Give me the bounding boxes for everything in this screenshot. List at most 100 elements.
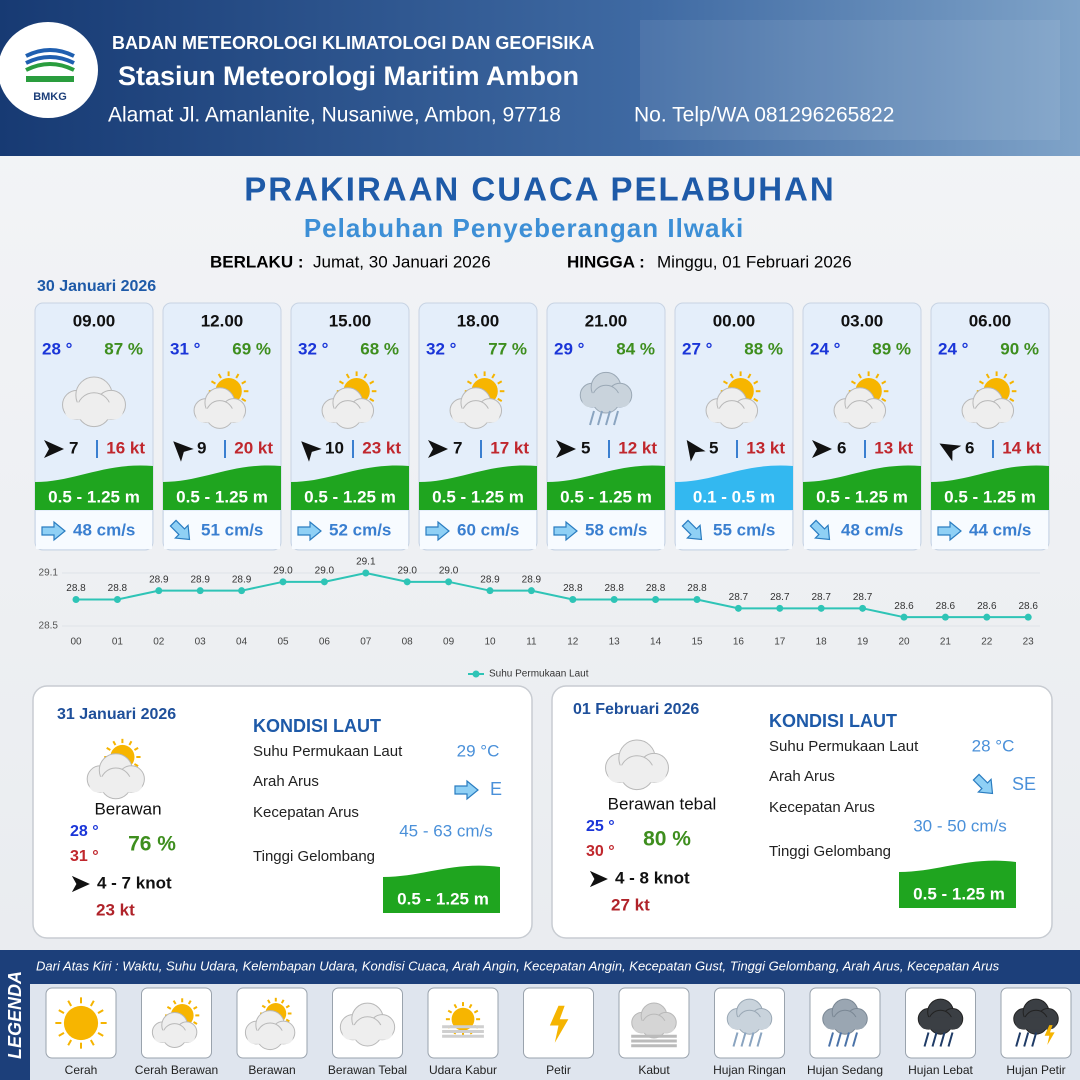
sst-value: 29 °C xyxy=(457,741,500,760)
rain-drop xyxy=(1023,1032,1030,1047)
x-tick-label: 03 xyxy=(195,637,207,648)
logo-backdrop xyxy=(0,22,98,118)
cloud-base xyxy=(824,1017,866,1030)
x-tick-label: 16 xyxy=(733,637,745,648)
sun-ray xyxy=(133,763,139,767)
data-label: 28.6 xyxy=(1018,601,1038,612)
day-humidity: 76 % xyxy=(128,833,176,856)
weather-icon xyxy=(961,371,1017,429)
forecast-time: 18.00 xyxy=(457,311,500,330)
cloud-base xyxy=(728,1017,771,1030)
rain-drop xyxy=(836,1032,842,1047)
sun-ray xyxy=(850,380,856,385)
weather-icon xyxy=(605,739,669,791)
current-arrow xyxy=(681,519,703,541)
day-section: KONDISI LAUT xyxy=(769,711,897,731)
rain-drop xyxy=(931,1032,938,1047)
x-tick-label: 13 xyxy=(609,637,621,648)
sun-ray xyxy=(497,397,503,402)
weather-icon xyxy=(917,998,964,1047)
current-speed: 30 - 50 cm/s xyxy=(913,816,1007,835)
sun-ray xyxy=(753,380,759,385)
sun-ray xyxy=(285,1004,290,1009)
x-tick-label: 20 xyxy=(898,637,910,648)
forecast-wave: 0.5 - 1.25 m xyxy=(176,487,268,506)
point xyxy=(403,578,411,586)
weather-icon xyxy=(631,1002,677,1048)
x-tick-label: 04 xyxy=(236,637,248,648)
valid-from: Jumat, 30 Januari 2026 xyxy=(313,252,491,271)
forecast-wind: 6 xyxy=(837,438,846,457)
forecast-temp: 29 ° xyxy=(554,339,585,358)
weather-icon xyxy=(339,1002,396,1047)
day-wind: 4 - 7 knot xyxy=(97,873,172,892)
sun-ray xyxy=(473,1009,479,1014)
wave-shape xyxy=(675,465,793,510)
x-tick-label: 15 xyxy=(691,637,703,648)
data-label: 28.7 xyxy=(729,592,749,603)
data-label: 28.8 xyxy=(108,583,128,594)
point xyxy=(941,613,949,621)
x-tick-label: 19 xyxy=(857,637,869,648)
point xyxy=(155,587,163,595)
current-arrow xyxy=(297,520,322,542)
legend-item: Hujan Petir xyxy=(1006,1063,1065,1077)
cloud-base xyxy=(1015,1017,1057,1030)
sun-ray xyxy=(128,740,133,746)
forecast-humidity: 88 % xyxy=(744,339,783,358)
sun-ray xyxy=(89,1039,95,1046)
current-direction: SE xyxy=(1012,774,1036,794)
day-temp-max: 31 ° xyxy=(70,848,99,865)
rain-drop xyxy=(923,1032,930,1047)
logo-arc xyxy=(25,62,75,72)
legend-item: Cerah xyxy=(65,1063,98,1077)
logo-arc xyxy=(25,48,75,58)
forecast-wave: 0.5 - 1.25 m xyxy=(944,487,1036,506)
phone: No. Telp/WA 081296265822 xyxy=(634,104,894,127)
rain-drop xyxy=(939,1032,946,1047)
cloud-base xyxy=(836,408,884,423)
sun-ray xyxy=(261,1004,266,1009)
day-temp-min: 25 ° xyxy=(586,818,615,835)
data-label: 28.8 xyxy=(604,583,624,594)
legend-item: Cerah Berawan xyxy=(135,1063,218,1077)
wind-arrow xyxy=(71,875,90,893)
point xyxy=(569,596,577,603)
forecast-gust: 16 kt xyxy=(106,438,145,457)
x-tick-label: 10 xyxy=(484,637,496,648)
cloud-base xyxy=(247,1030,293,1044)
rain-drop xyxy=(605,410,611,426)
weather-icon xyxy=(1013,998,1059,1047)
sst-value: 28 °C xyxy=(972,736,1015,755)
sun-ray xyxy=(285,1018,290,1023)
sun-ray xyxy=(58,1031,65,1037)
forecast-wind: 6 xyxy=(965,438,974,457)
wave-shape xyxy=(547,465,665,510)
forecast-date: 30 Januari 2026 xyxy=(37,278,156,295)
forecast-current: 48 cm/s xyxy=(73,520,135,539)
legend-strip xyxy=(0,950,1080,984)
wave-shape xyxy=(291,465,409,510)
wind-arrow xyxy=(812,440,832,458)
forecast-current: 44 cm/s xyxy=(969,520,1031,539)
data-label: 28.6 xyxy=(894,601,914,612)
row-label: Suhu Permukaan Laut xyxy=(253,743,403,760)
forecast-current: 58 cm/s xyxy=(585,520,647,539)
forecast-current: 55 cm/s xyxy=(713,520,775,539)
station: Stasiun Meteorologi Maritim Ambon xyxy=(118,61,579,91)
data-label: 28.8 xyxy=(687,583,707,594)
weather-icon xyxy=(244,997,296,1051)
sun-ray xyxy=(193,1005,198,1010)
row-label: Kecepatan Arus xyxy=(253,804,359,821)
forecast-gust: 12 kt xyxy=(618,438,657,457)
rain-drop xyxy=(732,1032,739,1047)
row-label: Arah Arus xyxy=(769,768,835,785)
forecast-wind: 10 xyxy=(325,438,344,457)
sun-ray xyxy=(193,1021,198,1025)
logo-text: BMKG xyxy=(33,91,67,103)
forecast-wave: 0.5 - 1.25 m xyxy=(432,487,524,506)
forecast-wave: 0.5 - 1.25 m xyxy=(304,487,396,506)
x-tick-label: 14 xyxy=(650,637,662,648)
data-label: 28.7 xyxy=(811,592,831,603)
rain-drop xyxy=(748,1032,755,1047)
